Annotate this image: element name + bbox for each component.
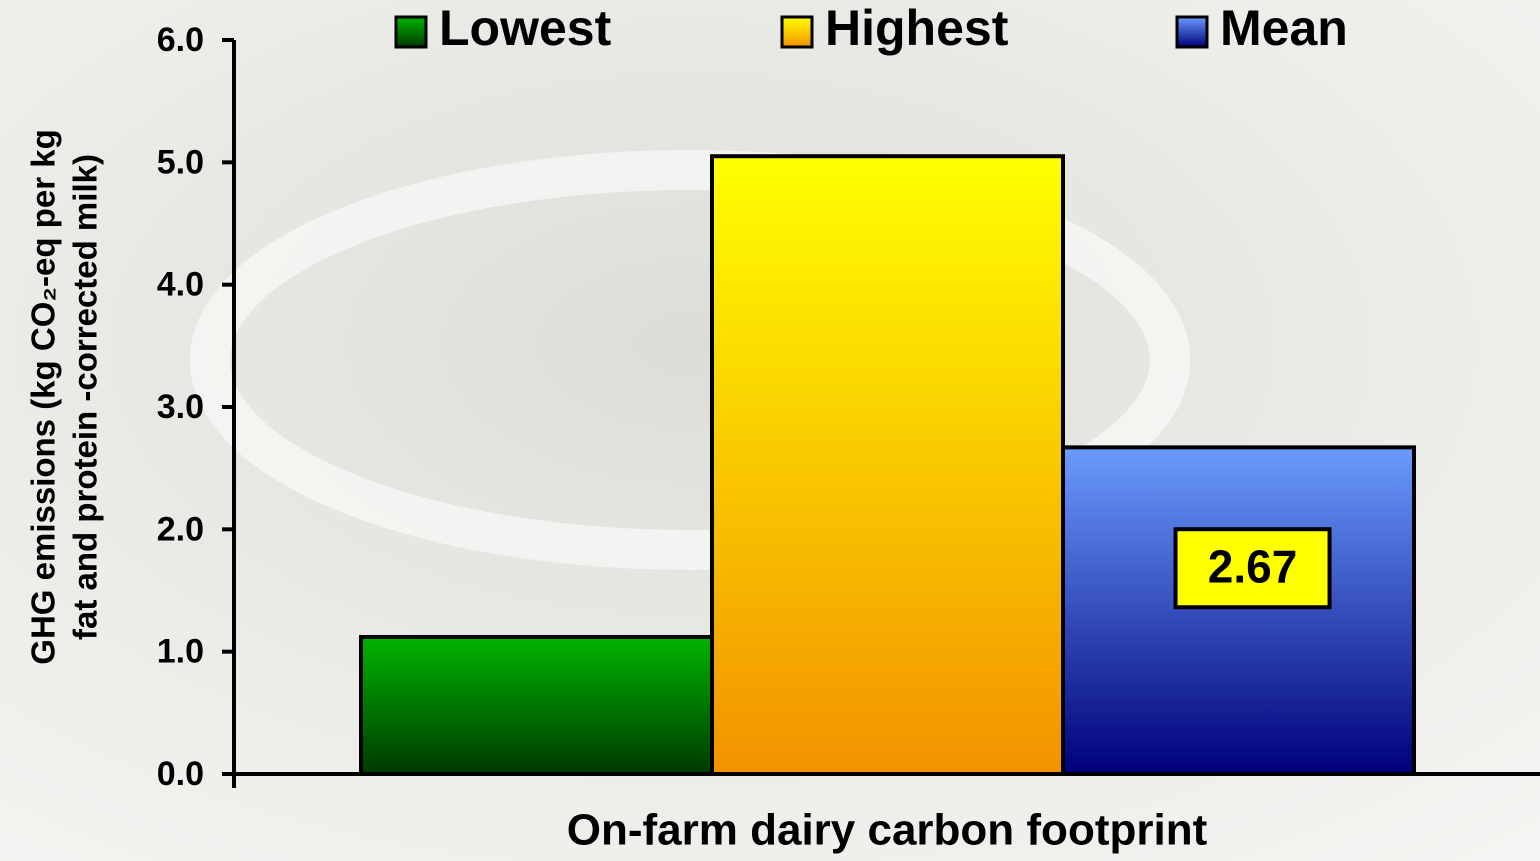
page: On-farm dairy carbon footprint GHG emiss… [0,0,1540,861]
bar [361,637,712,774]
legend-swatch [782,17,812,47]
chart: On-farm dairy carbon footprint GHG emiss… [0,0,1540,861]
y-tick-label: 1.0 [157,633,204,671]
value-label: 2.67 [1208,540,1298,592]
y-axis-title: GHG emissions (kg CO₂-eq per kg [25,129,62,664]
y-tick-label: 6.0 [157,21,204,59]
legend-swatch [1177,17,1207,47]
y-tick-label: 4.0 [157,266,204,304]
bar [712,156,1063,774]
y-tick-label: 3.0 [157,388,204,426]
legend-label: Highest [825,0,1009,56]
legend-swatch [396,17,426,47]
x-axis-title: On-farm dairy carbon footprint [567,806,1208,855]
bar [1063,447,1414,774]
legend-label: Mean [1220,0,1348,56]
y-tick-label: 2.0 [157,510,204,548]
y-tick-label: 5.0 [157,143,204,181]
y-axis-title: fat and protein -corrected milk) [67,154,104,640]
y-tick-label: 0.0 [157,755,204,793]
legend-label: Lowest [439,0,612,56]
